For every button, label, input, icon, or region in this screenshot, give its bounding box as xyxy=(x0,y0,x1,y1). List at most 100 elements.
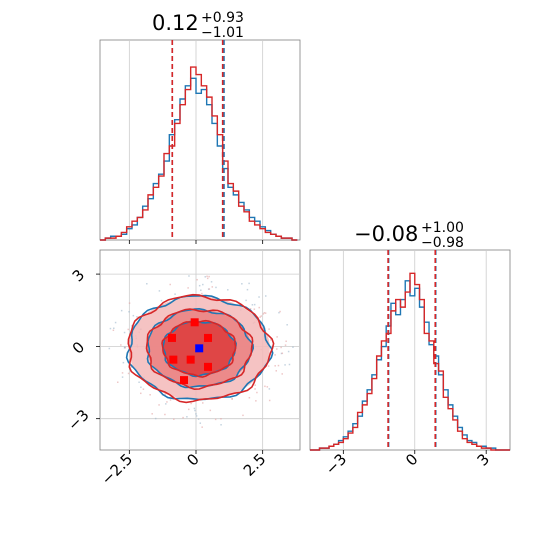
histogram-series-1 xyxy=(100,66,298,241)
sample-point xyxy=(164,413,166,416)
sample-point xyxy=(173,418,175,420)
sample-point xyxy=(198,284,201,287)
sample-point xyxy=(208,275,210,278)
sample-point xyxy=(259,316,261,318)
sample-point xyxy=(114,321,117,324)
histogram-series-1 xyxy=(310,272,510,451)
sample-point xyxy=(220,418,222,420)
sample-point xyxy=(140,386,142,389)
sample-point xyxy=(281,352,284,355)
sample-point xyxy=(122,361,125,364)
sample-point xyxy=(280,346,282,349)
sample-point xyxy=(113,327,115,330)
contour-line-red-0 xyxy=(127,293,275,404)
sample-point xyxy=(253,303,256,306)
sample-point xyxy=(188,275,190,277)
sample-point xyxy=(260,315,262,317)
sample-point xyxy=(130,366,133,368)
panel-2d-x0-x1 xyxy=(99,249,301,451)
sample-point xyxy=(142,388,145,390)
title-x1-upper: +1.00 xyxy=(421,220,464,236)
sample-point xyxy=(202,283,204,286)
sample-point xyxy=(287,350,290,353)
contour-line-red-1 xyxy=(145,308,254,391)
sample-point xyxy=(194,409,196,412)
sample-point xyxy=(136,316,138,318)
x1-ticklabel: 3 xyxy=(474,450,493,469)
sample-point xyxy=(120,344,122,346)
sample-point xyxy=(285,340,287,343)
density-cell xyxy=(204,362,212,371)
sample-point xyxy=(256,391,258,394)
sample-point xyxy=(254,384,256,386)
x0-ticklabel: 2.5 xyxy=(240,450,270,480)
sample-point xyxy=(127,328,130,331)
x0-ticklabel: −2.5 xyxy=(98,450,136,488)
y-ticklabel: −3 xyxy=(64,406,92,434)
sample-point xyxy=(215,286,217,289)
sample-point xyxy=(128,302,131,304)
sample-point xyxy=(254,388,256,390)
x0-ticklabel: 0 xyxy=(183,450,202,469)
sample-point xyxy=(266,386,269,388)
sample-point xyxy=(201,292,203,295)
center-marker xyxy=(195,344,204,353)
histogram-series-0 xyxy=(310,280,510,451)
sample-point xyxy=(158,290,161,292)
density-cell xyxy=(169,355,178,364)
sample-point xyxy=(227,289,229,291)
sample-point xyxy=(128,310,130,313)
sample-point xyxy=(269,339,272,341)
sample-point xyxy=(120,309,123,312)
y-ticklabel: 0 xyxy=(69,338,88,357)
sample-point xyxy=(199,422,202,424)
panel-hist-x0 xyxy=(99,39,301,241)
sample-point xyxy=(220,424,222,426)
sample-point xyxy=(242,414,244,417)
sample-point xyxy=(248,282,250,285)
density-cell xyxy=(186,355,195,364)
sample-point xyxy=(264,295,267,297)
sample-point xyxy=(121,372,124,374)
sample-point xyxy=(200,289,202,291)
sample-point xyxy=(275,370,278,372)
sample-point xyxy=(251,304,254,306)
sample-point xyxy=(231,398,233,400)
sample-point xyxy=(201,426,203,428)
sample-point xyxy=(262,313,265,315)
sample-point xyxy=(263,312,266,314)
sample-point xyxy=(127,372,130,375)
sample-point xyxy=(292,346,294,348)
title-x0-upper: +0.93 xyxy=(201,10,244,26)
sample-point xyxy=(197,418,200,420)
panel-hist-x1 xyxy=(309,249,511,451)
sample-point xyxy=(268,388,271,390)
y-ticklabel: 3 xyxy=(69,266,88,285)
sample-point xyxy=(190,402,192,405)
sample-point xyxy=(146,282,148,285)
sample-point xyxy=(193,407,196,410)
sample-point xyxy=(123,347,126,349)
sample-point xyxy=(284,344,287,346)
sample-point xyxy=(279,310,281,313)
title-x1-lower: −0.98 xyxy=(421,235,464,251)
sample-point xyxy=(278,311,280,314)
sample-point xyxy=(140,392,142,395)
sample-point xyxy=(151,413,153,415)
sample-point xyxy=(268,399,271,402)
sample-point xyxy=(248,396,251,399)
sample-point xyxy=(124,346,127,349)
sample-point xyxy=(202,402,204,404)
sample-point xyxy=(187,287,189,289)
sample-point xyxy=(123,331,126,334)
x1-ticklabel: 0 xyxy=(402,450,421,469)
sample-point xyxy=(264,312,267,314)
sample-point xyxy=(245,299,247,302)
sample-point xyxy=(268,328,270,330)
sample-point xyxy=(112,329,115,332)
sample-point xyxy=(274,354,276,356)
sample-point xyxy=(264,385,266,388)
histogram-series-0 xyxy=(100,77,298,241)
sample-point xyxy=(196,278,198,281)
sample-point xyxy=(116,381,119,383)
